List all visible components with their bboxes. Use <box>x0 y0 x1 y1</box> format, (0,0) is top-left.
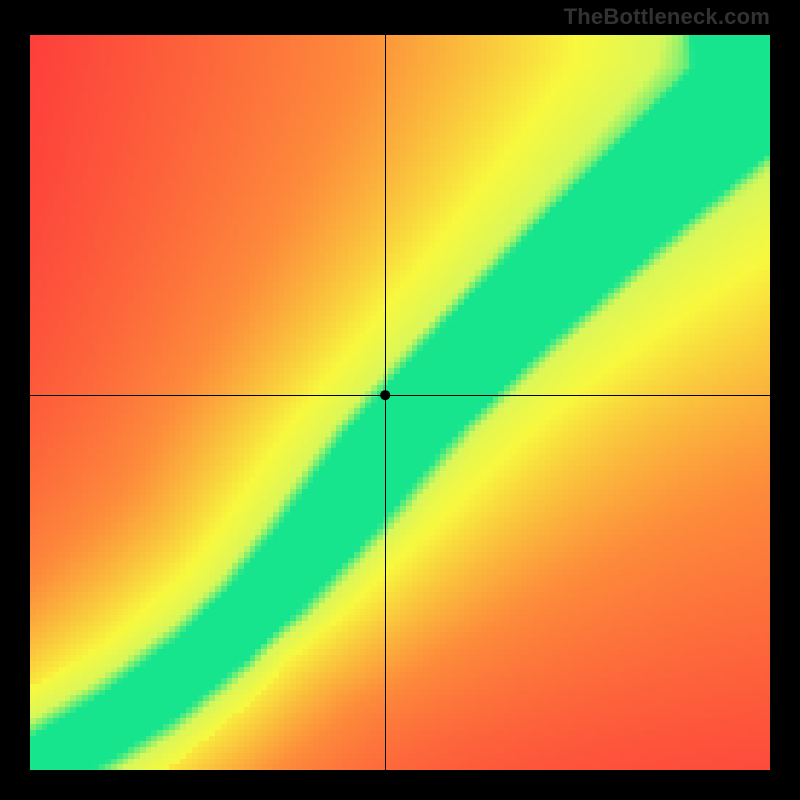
watermark-text: TheBottleneck.com <box>564 4 770 30</box>
bottleneck-heatmap-canvas <box>30 35 770 770</box>
chart-container: TheBottleneck.com <box>0 0 800 800</box>
